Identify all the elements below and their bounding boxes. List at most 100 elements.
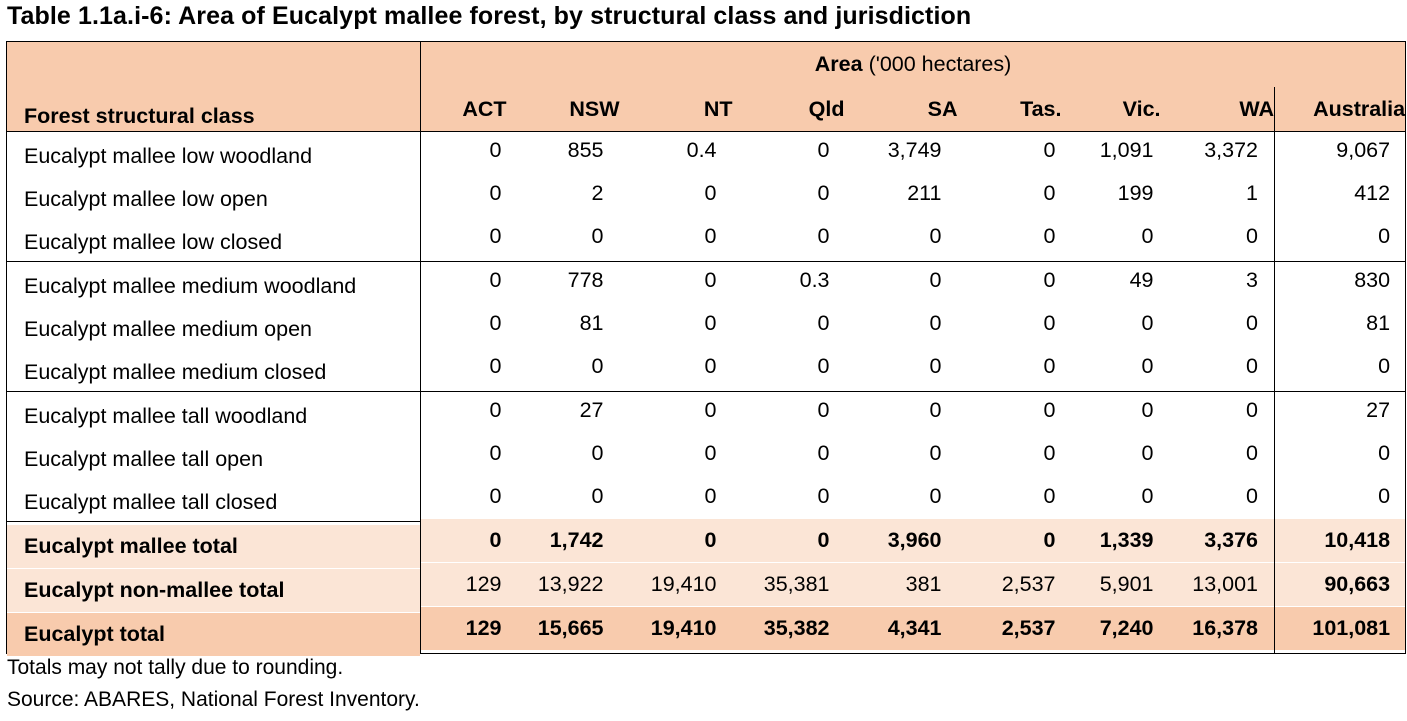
cell-nt: 0 [619, 258, 733, 302]
cell-nt: 0 [704, 441, 717, 465]
cell-nsw: 81 [579, 311, 604, 335]
cell-act: 0 [489, 224, 502, 248]
total-cell-vic: 5,901 [1061, 562, 1161, 607]
cell-nsw: 0 [591, 441, 604, 465]
row-label: Eucalypt mallee tall open [6, 438, 421, 481]
cell-australia: 0 [1273, 345, 1407, 389]
col-header-vic: Vic. [1061, 87, 1161, 132]
row-label: Eucalypt mallee low woodland [6, 134, 421, 178]
total-cell-nsw: 1,742 [506, 518, 620, 563]
cell-sa: 0 [929, 311, 942, 335]
data-table: Forest structural class Area ('000 hecta… [6, 41, 1407, 657]
row-label: Eucalypt mallee medium open [6, 308, 421, 351]
cell-vic: 1,091 [1061, 128, 1161, 172]
cell-qld: 0 [732, 128, 845, 172]
total-row: Eucalypt non-mallee total 129 13,922 19,410… [6, 562, 1407, 613]
total-cell-qld: 35,382 [732, 606, 845, 651]
table-row: Eucalypt mallee medium woodland 0 778 0 0.3 0… [6, 258, 1407, 308]
cell-wa: 0 [1246, 484, 1258, 508]
total-cell-tas: 0 [957, 518, 1062, 563]
total-cell-vic: 7,240 [1061, 606, 1161, 651]
total-cell-nt: 0 [619, 518, 733, 563]
cell-qld: 0 [817, 311, 830, 335]
cell-nt: 0 [619, 388, 733, 432]
cell-nt: 0 [704, 484, 717, 508]
cell-act: 0 [420, 128, 507, 172]
cell-nsw: 27 [506, 388, 620, 432]
stub-header: Forest structural class [6, 41, 421, 132]
cell-nsw: 0 [591, 354, 604, 378]
table-row: Eucalypt mallee medium open 0 81 0 0 0 0 0 0 81 [6, 302, 1407, 351]
total-cell-nsw: 15,665 [506, 606, 620, 651]
cell-tas: 0 [957, 258, 1062, 302]
total-cell-act: 129 [420, 606, 507, 651]
cell-vic: 49 [1061, 258, 1161, 302]
cell-qld: 0 [817, 441, 830, 465]
cell-act: 0 [489, 311, 502, 335]
total-row: Eucalypt mallee total 0 1,742 0 0 3,960 0 1,339… [6, 518, 1407, 569]
cell-tas: 0 [957, 388, 1062, 432]
row-label: Eucalypt mallee low open [6, 178, 421, 221]
total-label: Eucalypt total [6, 612, 421, 657]
total-cell-vic: 1,339 [1061, 518, 1161, 563]
row-label: Eucalypt mallee tall woodland [6, 394, 421, 438]
cell-qld: 0 [817, 224, 830, 248]
cell-wa: 1 [1246, 181, 1258, 205]
cell-vic: 0 [1141, 354, 1154, 378]
total-row: Eucalypt total 129 15,665 19,410 35,382 4,341… [6, 606, 1407, 657]
cell-act: 0 [420, 388, 507, 432]
cell-sa: 0 [844, 388, 958, 432]
cell-wa: 3,372 [1160, 128, 1275, 172]
total-cell-tas: 2,537 [957, 562, 1062, 607]
cell-act: 0 [489, 441, 502, 465]
table-row: Eucalypt mallee low woodland 0 855 0.4 0 3,74… [6, 128, 1407, 178]
cell-tas: 0 [1043, 441, 1056, 465]
cell-qld: 0 [817, 484, 830, 508]
cell-australia: 9,067 [1273, 128, 1407, 172]
area-unit: ('000 hectares) [862, 52, 1012, 76]
total-cell-australia: 10,418 [1273, 518, 1407, 563]
cell-sa: 0 [929, 484, 942, 508]
cell-australia: 0 [1273, 475, 1407, 519]
total-cell-sa: 381 [844, 562, 958, 607]
row-label: Eucalypt mallee low closed [6, 221, 421, 265]
col-header-nt: NT [619, 87, 733, 132]
cell-australia: 0 [1273, 432, 1407, 475]
col-header-act: ACT [420, 87, 507, 132]
table-row: Eucalypt mallee low closed 0 0 0 0 0 0 0 0 0 [6, 215, 1407, 265]
cell-qld: 0 [817, 181, 830, 205]
total-label: Eucalypt mallee total [6, 524, 421, 569]
cell-act: 0 [489, 484, 502, 508]
cell-nt: 0.4 [619, 128, 733, 172]
col-header-sa: SA [844, 87, 958, 132]
col-header-qld: Qld [732, 87, 845, 132]
cell-qld: 0 [817, 354, 830, 378]
cell-wa: 3 [1160, 258, 1275, 302]
total-cell-act: 0 [420, 518, 507, 563]
total-cell-nsw: 13,922 [506, 562, 620, 607]
cell-tas: 0 [957, 128, 1062, 172]
cell-vic: 0 [1141, 311, 1154, 335]
total-cell-sa: 3,960 [844, 518, 958, 563]
total-cell-sa: 4,341 [844, 606, 958, 651]
total-cell-australia: 101,081 [1273, 606, 1407, 651]
cell-vic: 0 [1141, 484, 1154, 508]
col-header-wa: WA [1160, 87, 1275, 132]
cell-sa: 0 [929, 354, 942, 378]
total-cell-wa: 16,378 [1160, 606, 1275, 651]
total-cell-wa: 13,001 [1160, 562, 1275, 607]
cell-nt: 0 [704, 354, 717, 378]
table-row: Eucalypt mallee tall closed 0 0 0 0 0 0 0 0 0 [6, 475, 1407, 525]
header-row-area: Forest structural class Area ('000 hecta… [6, 41, 1407, 132]
col-header-nsw: NSW [506, 87, 620, 132]
cell-australia: 830 [1273, 258, 1407, 302]
cell-tas: 0 [1043, 484, 1056, 508]
cell-wa: 0 [1246, 224, 1258, 248]
row-label: Eucalypt mallee tall closed [6, 481, 421, 525]
cell-australia: 0 [1273, 215, 1407, 259]
header-row-jurisdictions: ACT NSW NT Qld SA Tas. Vic. WA Australia [6, 87, 1407, 132]
row-label: Eucalypt mallee medium woodland [6, 264, 421, 308]
cell-australia: 412 [1273, 172, 1407, 215]
total-cell-nt: 19,410 [619, 562, 733, 607]
total-cell-wa: 3,376 [1160, 518, 1275, 563]
